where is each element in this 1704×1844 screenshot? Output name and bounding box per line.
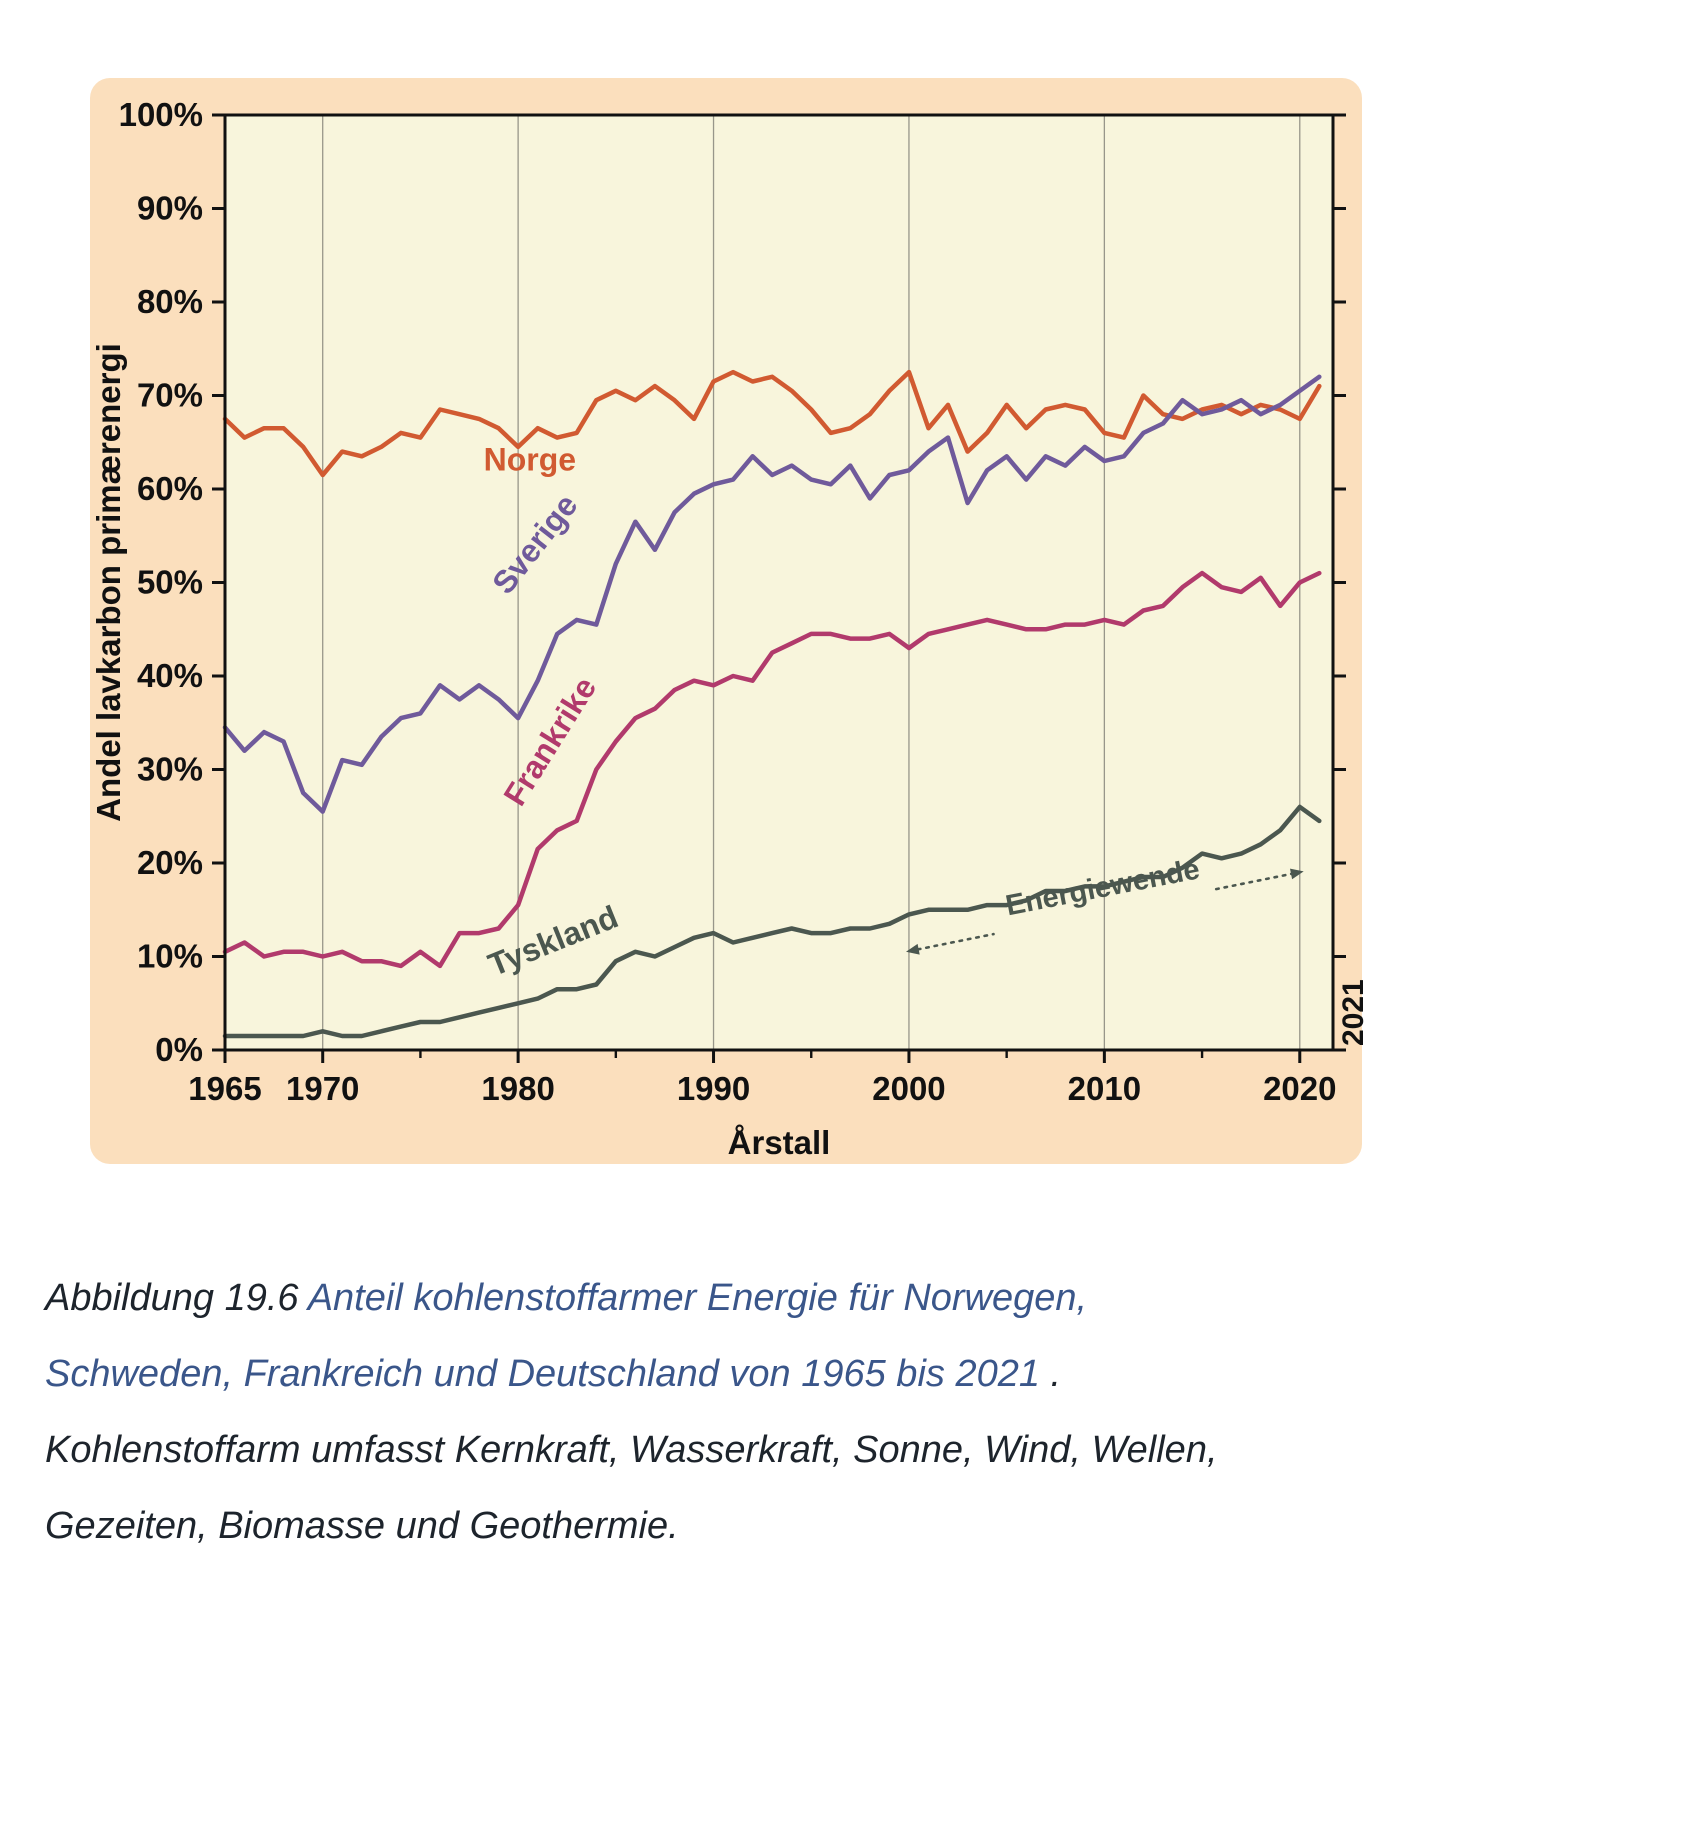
y-tick-label: 20% bbox=[137, 844, 203, 881]
caption-figure-number: Abbildung 19.6 bbox=[45, 1277, 308, 1319]
series-line-sverige bbox=[222, 374, 1322, 814]
series-line-frankrike bbox=[222, 570, 1322, 969]
y-tick-label: 90% bbox=[137, 190, 203, 227]
figure-caption: Abbildung 19.6 Anteil kohlenstoffarmer E… bbox=[45, 1260, 1665, 1564]
x-tick-label: 1980 bbox=[481, 1070, 554, 1107]
caption-text: Gezeiten, Biomasse und Geothermie. bbox=[45, 1505, 679, 1547]
x-axis-label: Årstall bbox=[728, 1124, 831, 1161]
line-chart: 0% 10% 20% 30% 40% 50% 60% 70% 80% 90% 100% 1965 197… bbox=[90, 78, 1370, 1164]
x-tick-label: 2020 bbox=[1263, 1070, 1336, 1107]
x-tick-label: 2010 bbox=[1068, 1070, 1141, 1107]
series-line-norge bbox=[222, 369, 1322, 478]
chart-svg: 0% 10% 20% 30% 40% 50% 60% 70% 80% 90% 100% 1965 197… bbox=[90, 96, 1370, 1161]
y-tick-label: 40% bbox=[137, 657, 203, 694]
x-tick-label: 1990 bbox=[677, 1070, 750, 1107]
y-tick-label: 10% bbox=[137, 938, 203, 975]
y-axis-label: Andel lavkarbon primærenergi bbox=[90, 343, 127, 822]
x-tick-label: 1970 bbox=[286, 1070, 359, 1107]
y-tick-label: 30% bbox=[137, 751, 203, 788]
plot-area bbox=[225, 115, 1333, 1050]
y-tick-label: 80% bbox=[137, 283, 203, 320]
x-tick-label: 1965 bbox=[188, 1070, 261, 1107]
series-label-norge: Norge bbox=[484, 441, 576, 477]
x-tick-label: 2000 bbox=[872, 1070, 945, 1107]
caption-period: . bbox=[1039, 1353, 1062, 1395]
annotation-arrowhead bbox=[1290, 868, 1304, 880]
right-edge-year-label: 2021 bbox=[1337, 979, 1370, 1046]
annotation-arrowhead bbox=[906, 943, 920, 955]
y-tick-label: 0% bbox=[155, 1031, 203, 1068]
caption-link[interactable]: Schweden, Frankreich und Deutschland von… bbox=[45, 1353, 1040, 1395]
caption-link[interactable]: Anteil kohlenstoffarmer Energie für Norw… bbox=[307, 1277, 1088, 1319]
y-tick-label: 70% bbox=[137, 377, 203, 414]
series-line-tyskland bbox=[222, 804, 1322, 1039]
y-tick-label: 100% bbox=[119, 96, 203, 133]
y-tick-label: 50% bbox=[137, 564, 203, 601]
caption-text: Kohlenstoffarm umfasst Kernkraft, Wasser… bbox=[45, 1429, 1218, 1471]
y-tick-label: 60% bbox=[137, 470, 203, 507]
figure-panel: 0% 10% 20% 30% 40% 50% 60% 70% 80% 90% 100% 1965 197… bbox=[90, 78, 1370, 1164]
